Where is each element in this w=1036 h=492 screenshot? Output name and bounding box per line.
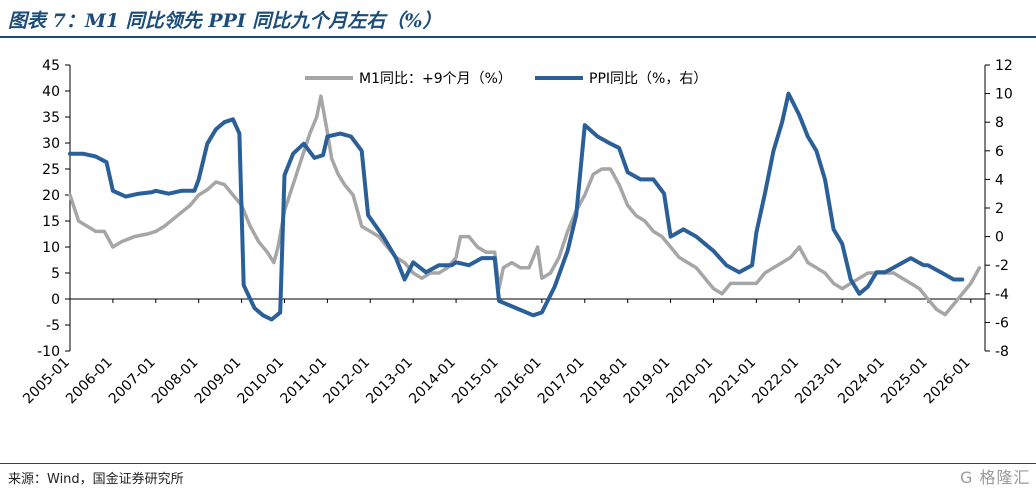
right-tick-label: -2 (995, 258, 1009, 274)
x-tick-label: 2005-01 (20, 355, 73, 408)
x-tick-label: 2008-01 (149, 355, 202, 408)
right-tick-label: -6 (995, 315, 1009, 331)
right-tick-label: 8 (995, 115, 1004, 131)
x-tick-label: 2020-01 (664, 355, 717, 408)
watermark-logo: G 格隆汇 (960, 468, 1031, 487)
legend-item-ppi: PPI同比（%，右） (535, 71, 707, 87)
x-tick-label: 2012-01 (320, 355, 373, 408)
legend-label: M1同比：+9个月（%） (359, 71, 512, 87)
x-tick-label: 2019-01 (621, 355, 674, 408)
left-tick-label: 0 (51, 292, 60, 308)
x-tick-label: 2013-01 (363, 355, 416, 408)
x-tick-label: 2022-01 (749, 355, 802, 408)
title-bar: 图表 7：M1 同比领先 PPI 同比九个月左右（%） (0, 0, 1036, 40)
x-tick-label: 2010-01 (235, 355, 288, 408)
footer-rule (0, 463, 1036, 464)
x-tick-label: 2017-01 (535, 355, 588, 408)
left-tick-label: 40 (42, 84, 60, 100)
right-tick-label: -4 (995, 287, 1009, 303)
right-tick-label: 0 (995, 230, 1004, 246)
axes: -10 -5 0 5 10 15 20 25 30 35 40 45 -8 -6 -4 -2 0 2 4 6 8 10 12… (20, 58, 1013, 407)
legend: M1同比：+9个月（%） PPI同比（%，右） (305, 71, 707, 87)
x-tick-label: 2011-01 (278, 355, 331, 408)
legend-label: PPI同比（%，右） (589, 71, 707, 87)
x-tick-label: 2009-01 (192, 355, 245, 408)
chart-title: 图表 7：M1 同比领先 PPI 同比九个月左右（%） (8, 10, 442, 32)
left-tick-label: -5 (46, 318, 60, 334)
right-tick-label: 12 (995, 58, 1013, 74)
legend-item-m1: M1同比：+9个月（%） (305, 71, 512, 87)
source-note: 来源：Wind，国金证券研究所 (8, 472, 184, 487)
x-tick-label: 2014-01 (406, 355, 459, 408)
x-tick-label: 2018-01 (578, 355, 631, 408)
left-tick-label: 20 (42, 188, 60, 204)
right-tick-label: 2 (995, 201, 1004, 217)
right-tick-label: 6 (995, 144, 1004, 160)
title-rule (0, 36, 1036, 38)
left-tick-label: 25 (42, 162, 60, 178)
left-tick-label: 45 (42, 58, 60, 74)
chart: -10 -5 0 5 10 15 20 25 30 35 40 45 -8 -6 -4 -2 0 2 4 6 8 10 12… (20, 58, 1013, 407)
x-tick-label: 2007-01 (106, 355, 159, 408)
x-tick-label: 2006-01 (63, 355, 116, 408)
left-tick-label: 35 (42, 110, 60, 126)
right-tick-label: 4 (995, 172, 1004, 188)
x-tick-label: 2015-01 (449, 355, 502, 408)
x-tick-label: 2023-01 (792, 355, 845, 408)
x-tick-label: 2024-01 (835, 355, 888, 408)
series-layer (68, 91, 982, 322)
left-tick-label: 10 (42, 240, 60, 256)
x-tick-label: 2025-01 (878, 355, 931, 408)
series-line-ppi (68, 91, 965, 322)
left-tick-label: 5 (51, 266, 60, 282)
left-tick-label: 30 (42, 136, 60, 152)
left-tick-label: -10 (37, 344, 60, 360)
right-tick-label: 10 (995, 87, 1013, 103)
x-tick-label: 2026-01 (921, 355, 974, 408)
left-tick-label: 15 (42, 214, 60, 230)
x-tick-label: 2021-01 (707, 355, 760, 408)
series-line-m1 (68, 94, 982, 317)
right-tick-label: -8 (995, 344, 1009, 360)
x-tick-label: 2016-01 (492, 355, 545, 408)
